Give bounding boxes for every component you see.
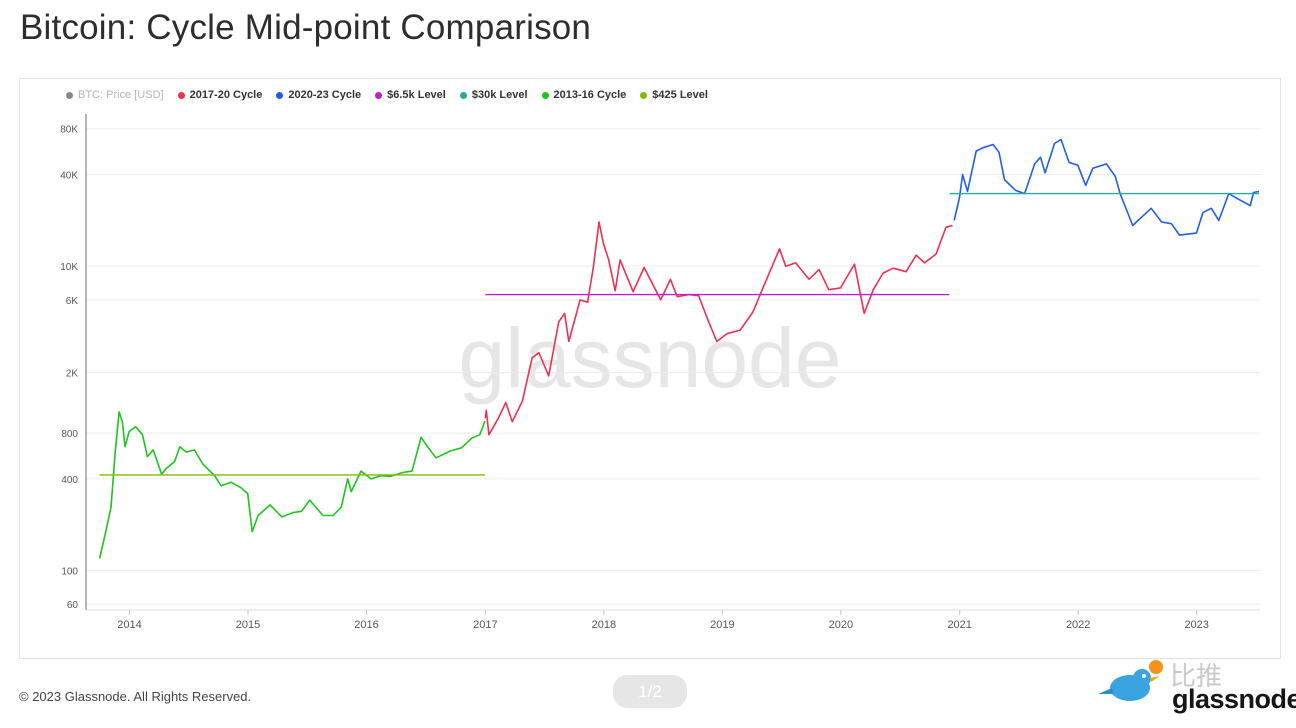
y-tick-label: 100 xyxy=(61,566,78,577)
x-tick-label: 2018 xyxy=(592,619,616,631)
y-axis: 60 100 400 800 2K 6K 10K 40K 80K xyxy=(60,114,87,611)
copyright-text: © 2023 Glassnode. All Rights Reserved. xyxy=(19,689,252,704)
x-tick-label: 2016 xyxy=(354,619,378,631)
y-tick-label: 800 xyxy=(61,429,78,440)
legend-label: 2013-16 Cycle xyxy=(553,89,627,101)
y-tick-label: 80K xyxy=(60,125,78,136)
legend-dot-icon xyxy=(541,91,549,99)
x-tick-label: 2017 xyxy=(473,619,497,631)
x-tick-label: 2023 xyxy=(1184,619,1208,631)
legend-item-425-level[interactable]: $425 Level xyxy=(640,89,708,101)
grid-lines xyxy=(86,128,1260,605)
legend-dot-icon xyxy=(177,91,185,99)
series-line-2017-20-cycle xyxy=(484,221,953,436)
y-tick-label: 40K xyxy=(60,171,78,182)
legend-item-2020-23-cycle[interactable]: 2020-23 Cycle xyxy=(276,89,361,101)
y-tick-label: 10K xyxy=(60,262,78,273)
legend-item-30k-level[interactable]: $30k Level xyxy=(459,89,528,101)
x-tick-label: 2014 xyxy=(117,619,141,631)
legend-dot-icon xyxy=(276,91,284,99)
legend-dot-icon xyxy=(459,91,467,99)
x-axis: 2014 2015 2016 2017 2018 2019 2020 2021 2022 2023 xyxy=(86,609,1260,631)
page-indicator[interactable]: 1/2 xyxy=(613,675,687,708)
x-tick-label: 2020 xyxy=(829,619,853,631)
chart-legend: BTC: Price [USD] 2017-20 Cycle 2020-23 C… xyxy=(66,89,708,101)
watermark: glassnode xyxy=(459,311,842,405)
series-line-2020-23-cycle xyxy=(953,138,1260,236)
chart-frame xyxy=(19,78,1281,659)
legend-dot-icon xyxy=(375,91,383,99)
x-tick-label: 2019 xyxy=(710,619,734,631)
y-tick-label: 2K xyxy=(66,369,79,380)
legend-label: BTC: Price [USD] xyxy=(78,89,164,101)
series-lines xyxy=(98,138,1260,559)
y-tick-label: 400 xyxy=(61,475,78,486)
x-tick-label: 2022 xyxy=(1066,619,1090,631)
series-line-2013-16-cycle xyxy=(98,411,486,559)
x-tick-label: 2015 xyxy=(236,619,260,631)
page-title: Bitcoin: Cycle Mid-point Comparison xyxy=(20,8,592,47)
legend-item-2017-20-cycle[interactable]: 2017-20 Cycle xyxy=(177,89,263,101)
brand-name-text: glassnode xyxy=(1172,684,1296,714)
y-tick-label: 60 xyxy=(67,600,79,611)
legend-label: 2020-23 Cycle xyxy=(288,89,362,101)
legend-label: 2017-20 Cycle xyxy=(189,89,263,101)
brand-logo: 比推 glassnode xyxy=(1098,656,1296,726)
legend-dot-icon xyxy=(66,91,73,99)
legend-label: $30k Level xyxy=(471,89,528,101)
bird-logo-icon xyxy=(1098,660,1163,701)
legend-label: $6.5k Level xyxy=(387,89,446,101)
y-tick-label: 6K xyxy=(66,296,79,307)
legend-label: $425 Level xyxy=(652,89,708,101)
legend-item-2013-16-cycle[interactable]: 2013-16 Cycle xyxy=(541,89,627,101)
legend-item-btc-price[interactable]: BTC: Price [USD] xyxy=(66,89,164,101)
legend-item-6-5k-level[interactable]: $6.5k Level xyxy=(375,89,446,101)
legend-dot-icon xyxy=(640,91,648,99)
brand-cn-text: 比推 xyxy=(1170,661,1223,691)
x-tick-label: 2021 xyxy=(947,619,971,631)
